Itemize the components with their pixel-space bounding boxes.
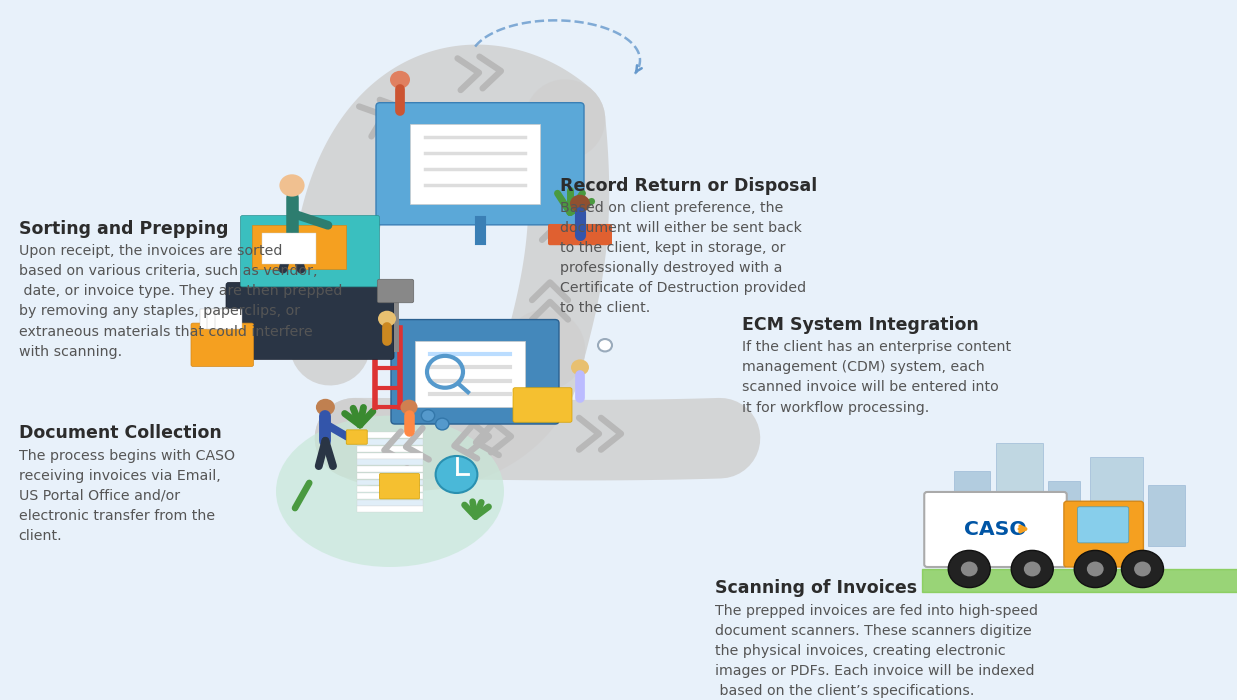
- FancyBboxPatch shape: [356, 453, 423, 459]
- FancyBboxPatch shape: [414, 341, 524, 407]
- Text: If the client has an enterprise content
management (CDM) system, each
scanned in: If the client has an enterprise content …: [742, 340, 1012, 414]
- FancyBboxPatch shape: [356, 500, 423, 505]
- FancyBboxPatch shape: [1048, 481, 1080, 546]
- FancyBboxPatch shape: [356, 466, 423, 472]
- FancyBboxPatch shape: [376, 103, 584, 225]
- Circle shape: [1074, 550, 1116, 587]
- FancyBboxPatch shape: [356, 486, 423, 492]
- FancyBboxPatch shape: [356, 439, 423, 445]
- Text: Based on client preference, the
document will either be sent back
to the client,: Based on client preference, the document…: [560, 201, 807, 315]
- Text: The prepped invoices are fed into high-speed
document scanners. These scanners d: The prepped invoices are fed into high-s…: [715, 603, 1038, 698]
- FancyBboxPatch shape: [380, 474, 419, 499]
- FancyBboxPatch shape: [356, 433, 423, 438]
- FancyBboxPatch shape: [356, 473, 423, 479]
- FancyBboxPatch shape: [240, 216, 380, 287]
- Text: CASO: CASO: [964, 519, 1027, 538]
- FancyBboxPatch shape: [513, 388, 571, 422]
- FancyBboxPatch shape: [208, 309, 234, 329]
- Circle shape: [571, 359, 589, 375]
- Circle shape: [435, 418, 449, 430]
- Circle shape: [1122, 550, 1164, 587]
- FancyBboxPatch shape: [356, 446, 423, 452]
- FancyBboxPatch shape: [356, 480, 423, 485]
- Text: Document Collection: Document Collection: [19, 424, 221, 442]
- FancyBboxPatch shape: [1064, 501, 1143, 567]
- Circle shape: [1024, 561, 1040, 576]
- FancyBboxPatch shape: [954, 471, 991, 546]
- FancyBboxPatch shape: [1090, 457, 1143, 546]
- FancyBboxPatch shape: [356, 506, 423, 512]
- Circle shape: [961, 561, 977, 576]
- Text: The process begins with CASO
receiving invoices via Email,
US Portal Office and/: The process begins with CASO receiving i…: [19, 449, 235, 543]
- FancyBboxPatch shape: [262, 233, 317, 264]
- FancyBboxPatch shape: [251, 225, 346, 270]
- FancyBboxPatch shape: [377, 279, 413, 302]
- Text: Record Return or Disposal: Record Return or Disposal: [560, 176, 818, 195]
- Circle shape: [422, 410, 434, 421]
- FancyBboxPatch shape: [1148, 485, 1185, 546]
- Circle shape: [401, 400, 418, 415]
- FancyBboxPatch shape: [200, 309, 228, 329]
- Text: ECM System Integration: ECM System Integration: [742, 316, 978, 334]
- Text: Sorting and Prepping: Sorting and Prepping: [19, 220, 228, 238]
- Circle shape: [435, 456, 477, 493]
- FancyBboxPatch shape: [356, 493, 423, 499]
- Circle shape: [597, 339, 612, 351]
- Circle shape: [280, 174, 304, 197]
- FancyBboxPatch shape: [409, 124, 541, 204]
- Circle shape: [570, 195, 590, 213]
- Text: Scanning of Invoices: Scanning of Invoices: [715, 580, 917, 597]
- FancyBboxPatch shape: [346, 430, 367, 444]
- Circle shape: [949, 550, 991, 587]
- Circle shape: [390, 71, 409, 88]
- FancyBboxPatch shape: [226, 282, 395, 359]
- FancyBboxPatch shape: [190, 323, 254, 367]
- FancyBboxPatch shape: [1077, 507, 1128, 543]
- Circle shape: [315, 399, 335, 416]
- FancyBboxPatch shape: [356, 459, 423, 466]
- Circle shape: [1012, 550, 1053, 587]
- FancyBboxPatch shape: [996, 444, 1043, 546]
- Ellipse shape: [276, 416, 503, 567]
- Text: Upon receipt, the invoices are sorted
based on various criteria, such as vendor,: Upon receipt, the invoices are sorted ba…: [19, 244, 341, 358]
- Circle shape: [379, 311, 396, 327]
- Circle shape: [1087, 561, 1103, 576]
- FancyBboxPatch shape: [214, 309, 241, 329]
- Circle shape: [1134, 561, 1150, 576]
- FancyBboxPatch shape: [548, 224, 612, 245]
- FancyBboxPatch shape: [924, 492, 1066, 567]
- FancyBboxPatch shape: [391, 320, 559, 424]
